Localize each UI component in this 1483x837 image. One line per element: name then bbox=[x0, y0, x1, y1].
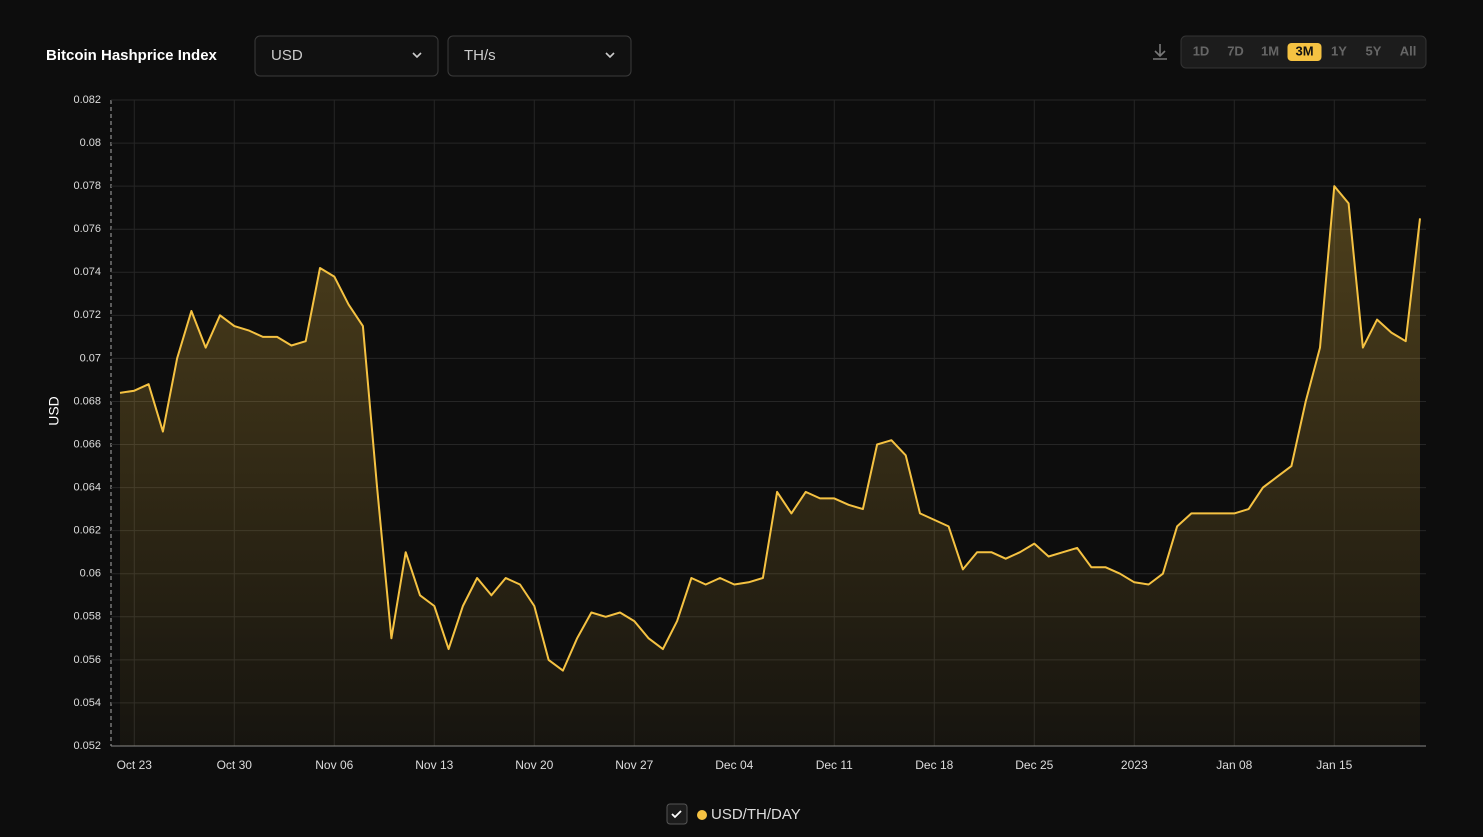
x-tick-label: Dec 11 bbox=[816, 758, 853, 772]
dropdown-value: TH/s bbox=[464, 47, 496, 64]
x-tick-label: 2023 bbox=[1121, 758, 1148, 772]
y-tick-label: 0.082 bbox=[73, 94, 101, 106]
x-tick-label: Oct 23 bbox=[117, 758, 153, 772]
x-tick-label: Oct 30 bbox=[217, 758, 253, 772]
legend-swatch bbox=[697, 810, 707, 820]
check-mark bbox=[671, 810, 682, 819]
y-tick-label: 0.076 bbox=[73, 223, 101, 235]
y-axis-label: USD bbox=[46, 396, 62, 426]
chart-title: Bitcoin Hashprice Index bbox=[46, 47, 218, 64]
dropdown-box[interactable] bbox=[254, 35, 439, 77]
legend-label[interactable]: USD/TH/DAY bbox=[711, 806, 801, 823]
range-button[interactable]: 1M bbox=[1261, 43, 1279, 58]
range-button[interactable]: 1D bbox=[1193, 43, 1210, 58]
x-tick-label: Jan 08 bbox=[1216, 758, 1252, 772]
chevron bbox=[605, 52, 615, 59]
x-tick-label: Nov 13 bbox=[415, 758, 453, 772]
x-tick-label: Nov 06 bbox=[315, 758, 353, 772]
y-tick-label: 0.072 bbox=[73, 309, 101, 321]
y-tick-label: 0.08 bbox=[80, 137, 101, 149]
range-button[interactable]: 3M bbox=[1295, 43, 1313, 58]
y-tick-label: 0.056 bbox=[73, 654, 101, 666]
y-tick-label: 0.068 bbox=[73, 395, 101, 407]
x-tick-label: Jan 15 bbox=[1316, 758, 1352, 772]
y-tick-label: 0.066 bbox=[73, 438, 101, 450]
x-tick-label: Dec 18 bbox=[915, 758, 953, 772]
chevron bbox=[412, 52, 422, 59]
legend[interactable] bbox=[666, 803, 688, 825]
download-icon[interactable] bbox=[1153, 44, 1167, 60]
y-tick-label: 0.058 bbox=[73, 611, 101, 623]
area bbox=[120, 186, 1420, 747]
y-tick-label: 0.07 bbox=[80, 352, 101, 364]
range-active-bg[interactable] bbox=[1287, 43, 1322, 61]
x-tick-label: Nov 27 bbox=[615, 758, 653, 772]
y-tick-label: 0.078 bbox=[73, 180, 101, 192]
range-button[interactable]: 1Y bbox=[1331, 43, 1347, 58]
y-tick-label: 0.062 bbox=[73, 525, 101, 537]
dropdown-box[interactable] bbox=[447, 35, 632, 77]
x-tick-label: Nov 20 bbox=[515, 758, 553, 772]
y-tick-label: 0.064 bbox=[73, 482, 101, 494]
x-tick-label: Dec 04 bbox=[715, 758, 753, 772]
range-button[interactable]: All bbox=[1400, 43, 1417, 58]
currency-dropdown[interactable]: USD bbox=[254, 35, 439, 77]
range-button[interactable]: 5Y bbox=[1366, 43, 1382, 58]
line bbox=[119, 185, 1421, 672]
x-tick-label: Dec 25 bbox=[1015, 758, 1053, 772]
download-button[interactable] bbox=[1153, 44, 1167, 60]
y-tick-label: 0.074 bbox=[73, 266, 101, 278]
unit-dropdown[interactable]: TH/s bbox=[447, 35, 632, 77]
y-tick-label: 0.054 bbox=[73, 697, 101, 709]
y-tick-label: 0.052 bbox=[73, 740, 101, 752]
range-button[interactable]: 7D bbox=[1227, 43, 1244, 58]
y-tick-label: 0.06 bbox=[80, 568, 101, 580]
dropdown-value: USD bbox=[271, 47, 303, 64]
